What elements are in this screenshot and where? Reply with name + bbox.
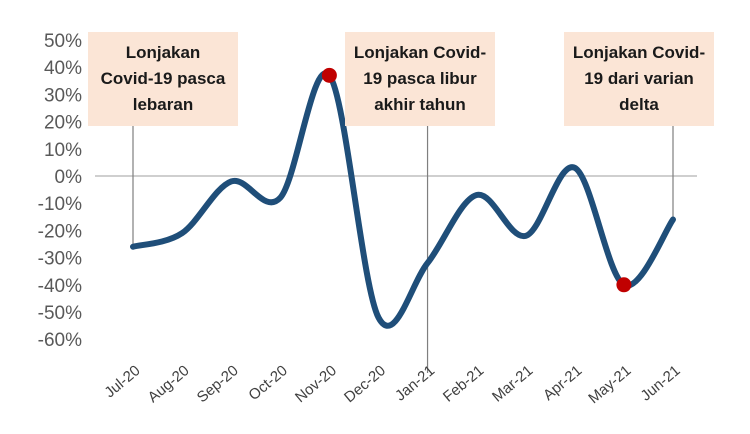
y-tick-label: -50% xyxy=(38,303,82,324)
x-tick-label: Mar-21 xyxy=(489,362,536,406)
x-tick-label: Oct-20 xyxy=(245,362,290,404)
highlight-marker xyxy=(616,277,632,293)
annotation-text: delta xyxy=(619,95,659,114)
y-tick-label: 10% xyxy=(44,140,82,161)
y-tick-label: -10% xyxy=(38,194,82,215)
annotation-text: Lonjakan xyxy=(126,43,201,62)
x-tick-label: Feb-21 xyxy=(440,362,487,406)
x-tick-label: Sep-20 xyxy=(194,362,242,406)
x-tick-labels: Jul-20 Aug-20 Sep-20 Oct-20 Nov-20 Dec-20 Jan-… xyxy=(101,362,683,407)
highlight-marker xyxy=(321,67,337,83)
annotation-box xyxy=(88,32,238,126)
annotation-text: 19 pasca libur xyxy=(363,69,477,88)
annotation-box xyxy=(564,32,714,126)
y-tick-label: 40% xyxy=(44,58,82,79)
annotation-text: Covid-19 pasca xyxy=(101,69,226,88)
x-tick-label: Jan-21 xyxy=(392,362,438,405)
y-tick-label: -60% xyxy=(38,330,82,351)
x-tick-label: Jun-21 xyxy=(638,362,684,405)
x-tick-label: Dec-20 xyxy=(341,362,389,406)
y-tick-labels: 50% 40% 30% 20% 10% 0% -10% -20% -30% -40% -50% -60… xyxy=(38,31,82,351)
series-line xyxy=(130,70,676,329)
x-tick-label: May-21 xyxy=(585,362,634,407)
annotation-text: Lonjakan Covid- xyxy=(573,43,705,62)
y-tick-label: -30% xyxy=(38,249,82,270)
annotation-leader-lines xyxy=(132,126,674,374)
y-tick-label: -20% xyxy=(38,221,82,242)
x-tick-label: Nov-20 xyxy=(292,362,340,406)
annotation-text: Lonjakan Covid- xyxy=(354,43,486,62)
x-tick-label: Jul-20 xyxy=(101,362,143,401)
y-tick-label: 0% xyxy=(55,167,83,188)
y-tick-label: 50% xyxy=(44,31,82,52)
annotation-text: 19 dari varian xyxy=(584,69,694,88)
x-tick-label: Aug-20 xyxy=(145,362,193,406)
annotation-box xyxy=(345,32,495,126)
annotation-boxes: Lonjakan Covid-19 pasca lebaran Lonjakan Co… xyxy=(88,32,714,126)
annotation-text: akhir tahun xyxy=(374,95,466,114)
y-tick-label: -40% xyxy=(38,276,82,297)
y-tick-label: 20% xyxy=(44,113,82,134)
data-points xyxy=(321,67,632,293)
annotation-text: lebaran xyxy=(133,95,193,114)
y-tick-label: 30% xyxy=(44,85,82,106)
x-tick-label: Apr-21 xyxy=(540,362,585,404)
